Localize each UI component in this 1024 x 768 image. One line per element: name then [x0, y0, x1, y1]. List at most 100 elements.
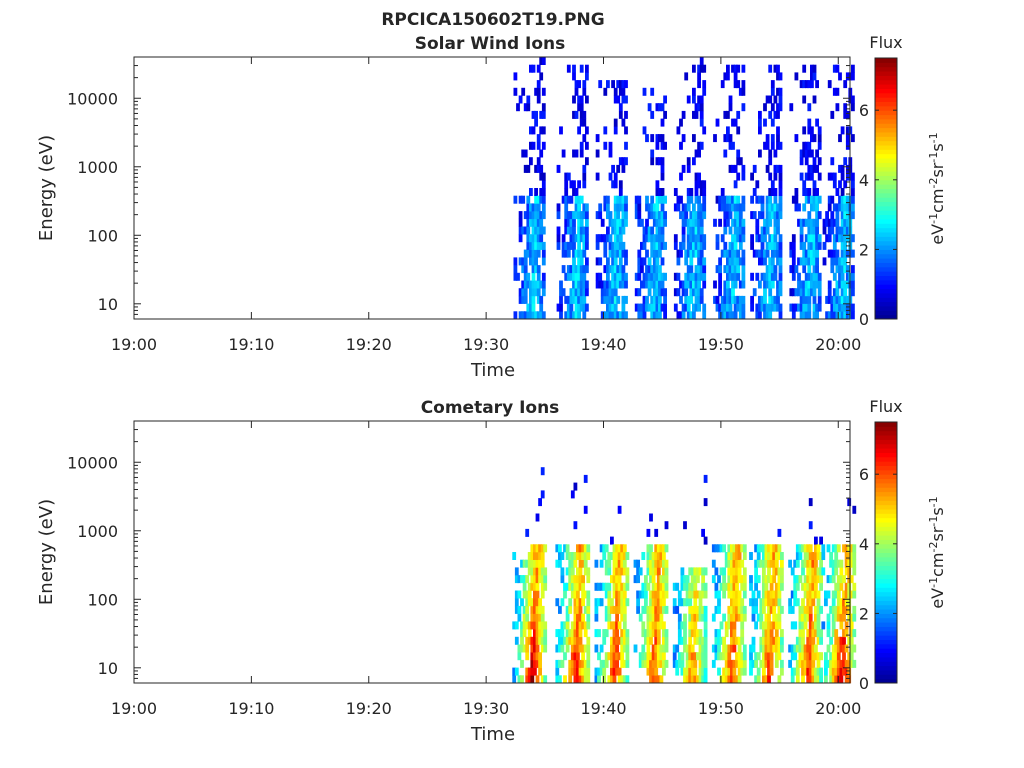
heatmap-cell — [838, 203, 842, 212]
heatmap-cell — [681, 241, 686, 250]
heatmap-cell — [644, 590, 648, 599]
heatmap-cell — [686, 195, 691, 204]
heatmap-cell — [735, 559, 739, 568]
heatmap-cell — [807, 234, 812, 243]
heatmap-cell — [816, 636, 821, 645]
heatmap-cell — [817, 134, 822, 143]
heatmap-cell — [804, 280, 809, 289]
heatmap-cell — [840, 226, 845, 235]
heatmap-cell — [534, 188, 538, 196]
heatmap-cell — [531, 280, 536, 289]
heatmap-cell — [806, 590, 811, 599]
heatmap-cell — [819, 675, 823, 684]
heatmap-cell — [529, 211, 533, 220]
heatmap-cell — [672, 659, 677, 668]
heatmap-cell — [517, 675, 522, 684]
heatmap-cell — [664, 659, 669, 668]
heatmap-cell — [531, 288, 536, 297]
heatmap-cell — [583, 474, 588, 483]
heatmap-cell — [585, 226, 589, 235]
heatmap-cell — [641, 629, 646, 638]
heatmap-cell — [527, 567, 532, 576]
heatmap-cell — [726, 203, 730, 212]
heatmap-cell — [778, 303, 783, 312]
heatmap-cell — [561, 149, 566, 158]
heatmap-cell — [606, 257, 610, 266]
heatmap-cell — [702, 211, 707, 220]
heatmap-cell — [810, 241, 814, 250]
heatmap-cell — [774, 552, 779, 560]
heatmap-cell — [617, 544, 622, 553]
heatmap-cell — [736, 226, 741, 235]
heatmap-cell — [533, 598, 537, 607]
colorbar-swatch — [875, 188, 897, 194]
heatmap-cell — [840, 303, 845, 312]
heatmap-cell — [741, 311, 746, 320]
heatmap-cell — [681, 303, 686, 312]
heatmap-cell — [539, 188, 544, 196]
heatmap-cell — [535, 675, 540, 684]
heatmap-cell — [696, 575, 700, 584]
heatmap-cell — [602, 629, 607, 638]
heatmap-cell — [702, 311, 707, 320]
heatmap-cell — [586, 605, 591, 614]
heatmap-cell — [647, 211, 652, 220]
heatmap-cell — [807, 195, 812, 204]
heatmap-cell — [569, 226, 574, 235]
heatmap-cell — [625, 552, 630, 560]
heatmap-cell — [618, 110, 623, 119]
heatmap-cell — [844, 559, 849, 568]
heatmap-cell — [728, 211, 733, 220]
heatmap-cell — [535, 652, 540, 661]
heatmap-cell — [534, 311, 538, 320]
heatmap-cell — [831, 544, 836, 553]
heatmap-cell — [720, 188, 725, 196]
heatmap-cell — [611, 288, 615, 297]
heatmap-cell — [624, 110, 628, 119]
heatmap-cell — [812, 226, 817, 235]
heatmap-cell — [688, 598, 693, 607]
heatmap-cell — [659, 644, 664, 653]
heatmap-cell — [803, 659, 808, 668]
heatmap-cell — [692, 157, 696, 166]
heatmap-cell — [701, 675, 705, 684]
heatmap-cell — [663, 288, 667, 297]
heatmap-cell — [717, 575, 721, 584]
heatmap-cell — [530, 613, 535, 622]
heatmap-cell — [807, 280, 812, 289]
heatmap-cell — [599, 582, 604, 591]
heatmap-cell — [788, 559, 792, 568]
heatmap-cell — [778, 280, 783, 289]
heatmap-cell — [740, 605, 745, 614]
heatmap-cell — [774, 544, 779, 553]
heatmap-cell — [569, 195, 574, 204]
heatmap-cell — [586, 598, 591, 607]
heatmap-cell — [525, 559, 530, 568]
heatmap-cell — [740, 544, 745, 553]
heatmap-cell — [835, 226, 840, 235]
heatmap-cell — [579, 272, 584, 281]
heatmap-cell — [533, 605, 537, 614]
heatmap-cell — [597, 598, 601, 607]
heatmap-cell — [845, 195, 850, 204]
heatmap-cell — [659, 652, 664, 661]
heatmap-cell — [697, 64, 701, 73]
heatmap-cell — [832, 272, 837, 281]
heatmap-cell — [808, 575, 813, 584]
heatmap-cell — [650, 203, 655, 212]
heatmap-cell — [680, 652, 685, 661]
heatmap-cell — [759, 659, 764, 668]
heatmap-cell — [776, 141, 780, 150]
heatmap-cell — [760, 195, 765, 204]
heatmap-cell — [778, 203, 783, 212]
heatmap-cell — [531, 218, 536, 227]
heatmap-cell — [618, 87, 623, 96]
heatmap-cell — [750, 211, 754, 220]
heatmap-cell — [603, 87, 608, 96]
heatmap-cell — [659, 590, 664, 599]
heatmap-cell — [606, 295, 610, 304]
heatmap-cell — [692, 203, 696, 212]
heatmap-cell — [696, 652, 700, 661]
heatmap-cell — [836, 598, 841, 607]
heatmap-cell — [777, 598, 782, 607]
